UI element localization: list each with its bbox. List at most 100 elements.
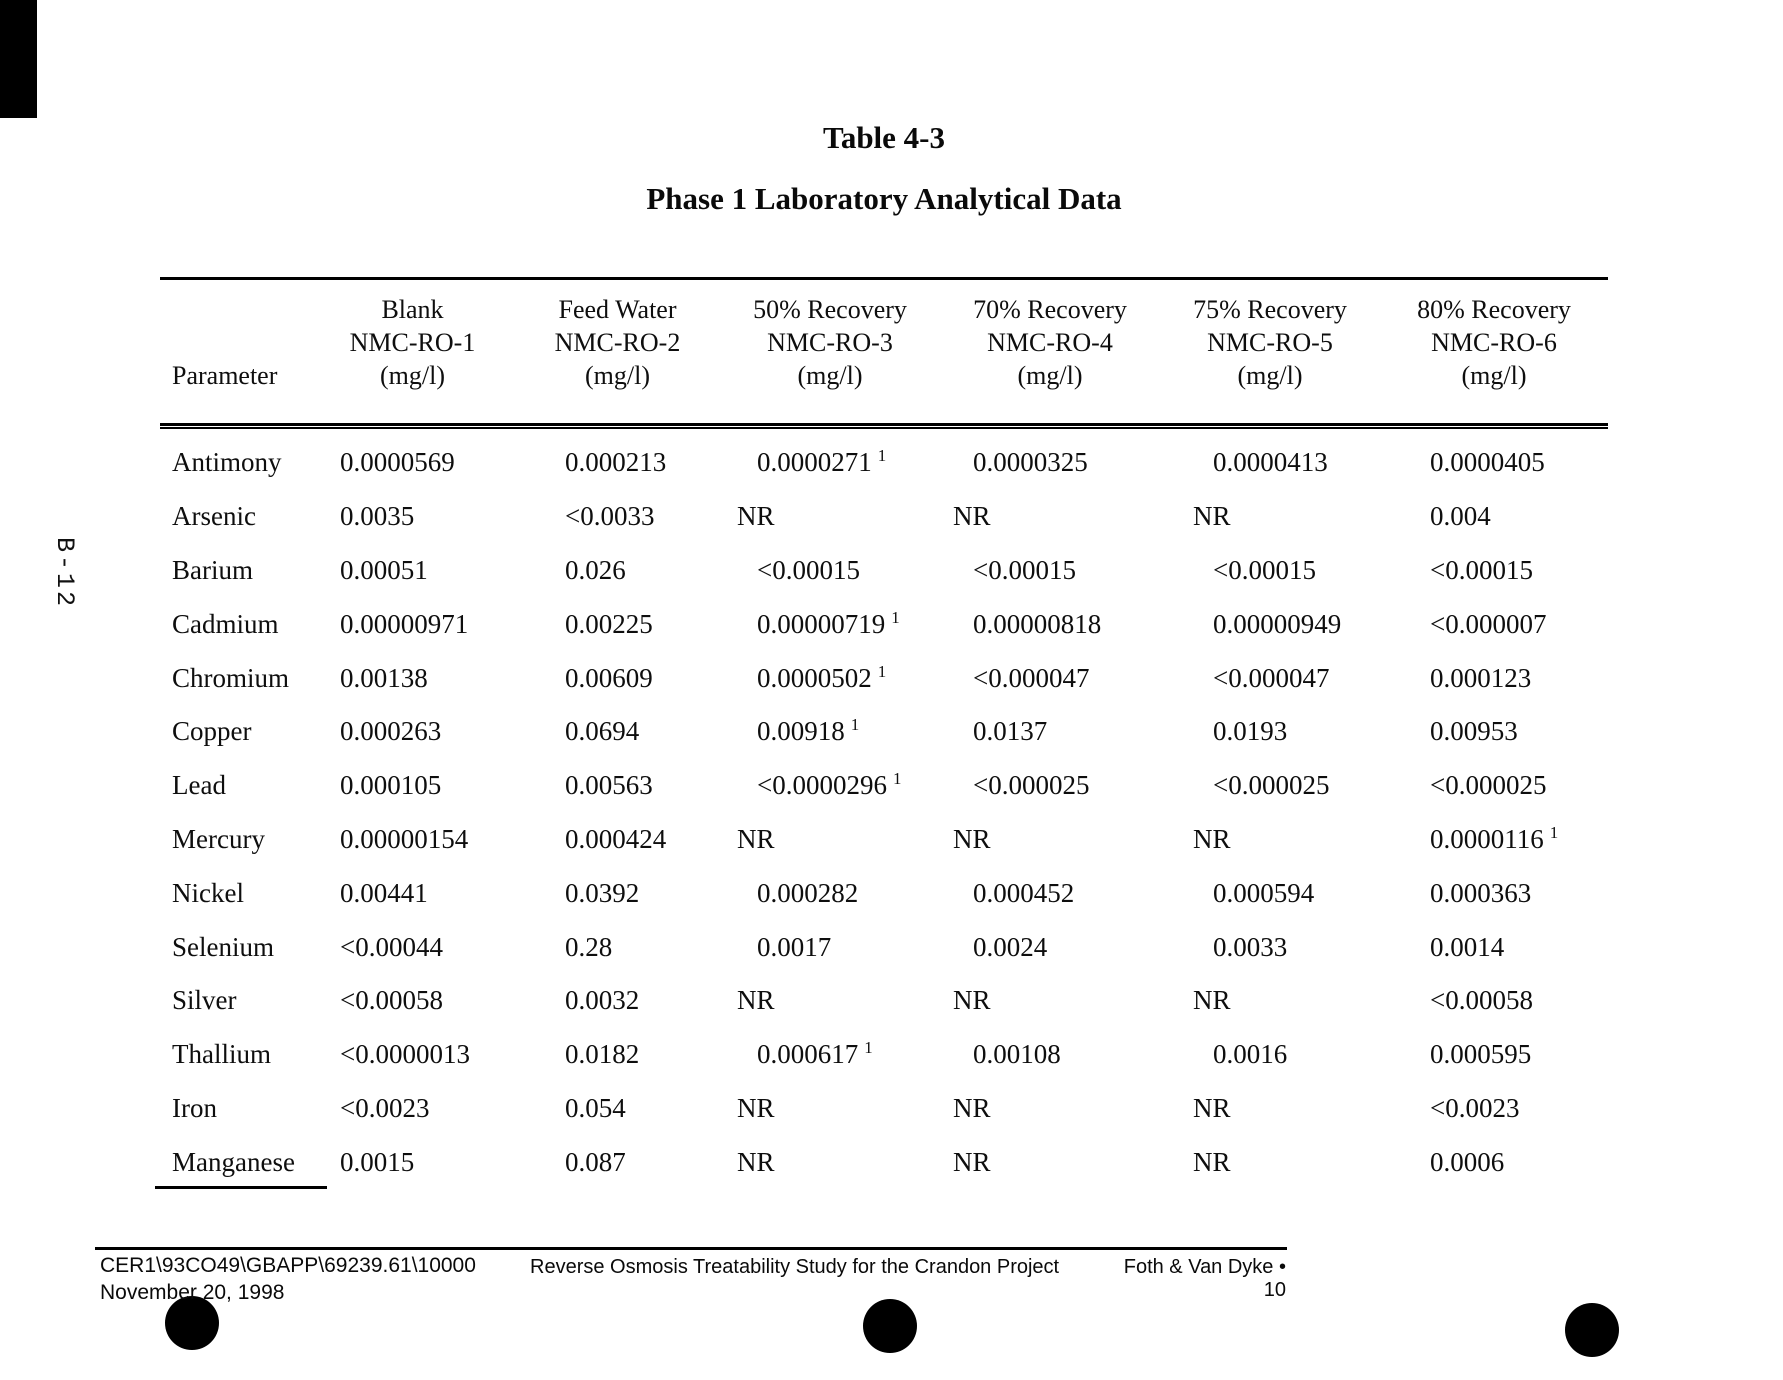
table-row: Nickel 0.00441 0.0392 0.000282 0.000452 0.000… (160, 866, 1608, 920)
table-cell: 0.0016 (1213, 1039, 1288, 1070)
footnote-marker: 1 (877, 661, 887, 681)
table-cell: NR (737, 1146, 775, 1177)
table-cell: 0.00918 1 (757, 715, 860, 747)
table-cell: 0.0000325 (973, 447, 1088, 478)
table-cell: NR (953, 985, 991, 1016)
row-param: Lead (172, 770, 226, 801)
table-cell: NR (737, 985, 775, 1016)
table-cell: <0.0023 (340, 1092, 430, 1123)
table-cell: 0.0000405 (1430, 447, 1545, 478)
table-cell: NR (953, 501, 991, 532)
manganese-underline (155, 1186, 327, 1189)
table-cell: 0.000617 1 (757, 1038, 873, 1070)
table-cell: <0.000047 (973, 662, 1090, 693)
table-cell: 0.0006 (1430, 1146, 1505, 1177)
table-cell: 0.000594 (1213, 877, 1315, 908)
table-cell: 0.00000949 (1213, 608, 1342, 639)
table-cell: 0.026 (565, 554, 626, 585)
table-cell: NR (1193, 823, 1231, 854)
footer-rule (95, 1247, 1287, 1250)
table-cell: 0.00108 (973, 1039, 1061, 1070)
table-cell: 0.000123 (1430, 662, 1532, 693)
table-cell: <0.00015 (1430, 554, 1533, 585)
table-row: Antimony 0.0000569 0.000213 0.0000271 1 0.000… (160, 436, 1608, 490)
table-cell: 0.00225 (565, 608, 653, 639)
table-row: Copper 0.000263 0.0694 0.00918 1 0.0137 0.0193… (160, 705, 1608, 759)
table-cell: 0.0017 (757, 931, 832, 962)
column-header: Blank NMC-RO-1 (mg/l) (349, 295, 476, 390)
row-param: Cadmium (172, 608, 279, 639)
row-param: Antimony (172, 447, 282, 478)
table-cell: <0.0033 (565, 501, 655, 532)
table-row: Arsenic 0.0035 <0.0033 NR NR NR 0.004 (160, 490, 1608, 544)
table-cell: 0.000282 (757, 877, 859, 908)
footer-file-reference: CER1\93CO49\GBAPP\69239.61\10000 (100, 1254, 476, 1277)
row-param: Nickel (172, 877, 244, 908)
table-row: Iron <0.0023 0.054 NR NR NR <0.0023 (160, 1082, 1608, 1136)
table-cell: 0.0000116 1 (1430, 822, 1559, 854)
row-param: Arsenic (172, 501, 256, 532)
table-cell: 0.004 (1430, 501, 1491, 532)
page-side-label: B-12 (50, 537, 79, 610)
table-cell: <0.0000013 (340, 1039, 470, 1070)
table-row: Cadmium 0.00000971 0.00225 0.00000719 1 0.000… (160, 597, 1608, 651)
table-row: Lead 0.000105 0.00563 <0.0000296 1 <0.000025 <… (160, 759, 1608, 813)
table-cell: 0.000595 (1430, 1039, 1532, 1070)
table-header-row: Parameter Blank NMC-RO-1 (mg/l) Feed Water N… (160, 293, 1608, 392)
table-cell: 0.000424 (565, 823, 667, 854)
table-cell: NR (737, 501, 775, 532)
table-cell: 0.0193 (1213, 716, 1288, 747)
hole-punch-dot (1565, 1303, 1619, 1357)
table-cell: 0.0137 (973, 716, 1048, 747)
table-cell: 0.00138 (340, 662, 428, 693)
table-cell: 0.00563 (565, 770, 653, 801)
scan-artifact-bar (0, 0, 37, 118)
table-cell: 0.000213 (565, 447, 667, 478)
row-param: Manganese (172, 1146, 295, 1177)
param-header-cell: Parameter (160, 293, 310, 392)
table-row: Mercury 0.00000154 0.000424 NR NR NR 0.0000116… (160, 813, 1608, 867)
table-cell: 0.0000569 (340, 447, 455, 478)
footnote-marker: 1 (850, 715, 860, 735)
table-cell: 0.00000818 (973, 608, 1102, 639)
table-top-rule (160, 277, 1608, 280)
table-cell: 0.00953 (1430, 716, 1518, 747)
table-cell: 0.0015 (340, 1146, 415, 1177)
footer-date: November 20, 1998 (100, 1281, 285, 1304)
table-cell: 0.00441 (340, 877, 428, 908)
table-cell: 0.0014 (1430, 931, 1505, 962)
hole-punch-dot (863, 1299, 917, 1353)
table-row: Chromium 0.00138 0.00609 0.0000502 1 <0.00004… (160, 651, 1608, 705)
table-cell: 0.000363 (1430, 877, 1532, 908)
table-cell: 0.000105 (340, 770, 442, 801)
table-row: Selenium <0.00044 0.28 0.0017 0.0024 0.0033 0.… (160, 920, 1608, 974)
table-cell: NR (1193, 1092, 1231, 1123)
table-cell: <0.00044 (340, 931, 443, 962)
table-cell: <0.0023 (1430, 1092, 1520, 1123)
table-cell: NR (953, 823, 991, 854)
table-cell: NR (1193, 985, 1231, 1016)
footer-document-title: Reverse Osmosis Treatability Study for t… (530, 1256, 1060, 1278)
row-param: Selenium (172, 931, 274, 962)
column-header: 50% Recovery NMC-RO-3 (mg/l) (753, 295, 907, 390)
table-cell: <0.00015 (1213, 554, 1316, 585)
row-param: Mercury (172, 823, 265, 854)
table-row: Manganese 0.0015 0.087 NR NR NR 0.0006 (160, 1135, 1608, 1189)
table-row: Silver <0.00058 0.0032 NR NR NR <0.00058 (160, 974, 1608, 1028)
table-cell: 0.0392 (565, 877, 640, 908)
table-title: Table 4-3 (822, 120, 946, 155)
table-cell: 0.00051 (340, 554, 428, 585)
row-param: Copper (172, 716, 252, 747)
footer-org-page-number: Foth & Van Dyke • 10 (1123, 1256, 1286, 1301)
footnote-marker: 1 (864, 1038, 873, 1058)
table-cell: NR (1193, 1146, 1231, 1177)
table-cell: NR (1193, 501, 1231, 532)
column-header: 80% Recovery NMC-RO-6 (mg/l) (1417, 295, 1571, 390)
table-cell: <0.00058 (1430, 985, 1533, 1016)
table-cell: <0.000047 (1213, 662, 1330, 693)
footnote-marker: 1 (877, 446, 887, 466)
table-row: Thallium <0.0000013 0.0182 0.000617 1 0.00108… (160, 1028, 1608, 1082)
table-cell: 0.0000271 1 (757, 446, 887, 478)
table-cell: 0.00609 (565, 662, 653, 693)
